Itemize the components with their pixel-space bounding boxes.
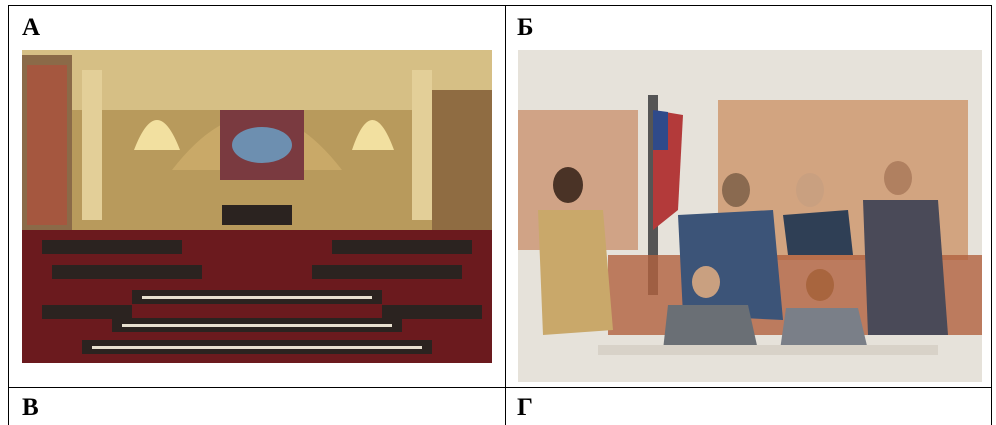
table-border [505,5,506,425]
cell-label: В [22,394,39,422]
parliament-photo [22,50,492,363]
cell-label: Г [517,394,533,422]
table-border [991,5,992,425]
table-border [8,5,992,6]
courtroom-sketch [518,50,982,382]
cell-label: Б [517,14,534,42]
table-border [8,387,992,388]
page: А Б В Г [0,0,996,425]
table-border [8,5,9,425]
cell-label: А [22,14,40,42]
